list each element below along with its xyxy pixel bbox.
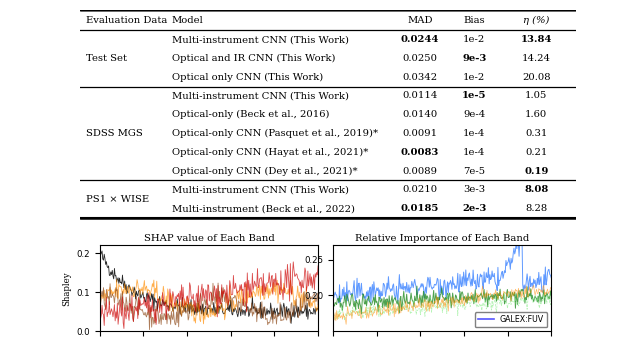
Text: PS1 × WISE: PS1 × WISE <box>86 195 149 204</box>
Text: Model: Model <box>172 16 204 25</box>
Text: 1e-4: 1e-4 <box>463 129 486 138</box>
Text: 8.08: 8.08 <box>524 185 548 194</box>
Text: 1e-5: 1e-5 <box>462 91 486 100</box>
Text: η (%): η (%) <box>523 16 550 25</box>
Text: 0.0250: 0.0250 <box>403 54 437 63</box>
Text: Evaluation Data: Evaluation Data <box>86 16 167 25</box>
Text: 8.28: 8.28 <box>525 204 547 213</box>
Text: 1e-2: 1e-2 <box>463 73 486 82</box>
Text: Optical only CNN (This Work): Optical only CNN (This Work) <box>172 72 323 82</box>
Text: 13.84: 13.84 <box>520 35 552 44</box>
Text: 0.19: 0.19 <box>524 166 548 176</box>
Text: 0.0185: 0.0185 <box>401 204 439 213</box>
Text: 1e-2: 1e-2 <box>463 35 486 44</box>
Text: MAD: MAD <box>407 16 433 25</box>
Text: 20.08: 20.08 <box>522 73 550 82</box>
Text: 9e-4: 9e-4 <box>463 110 486 119</box>
Text: 0.0114: 0.0114 <box>402 91 438 100</box>
Text: Multi-instrument (Beck et al., 2022): Multi-instrument (Beck et al., 2022) <box>172 204 355 213</box>
Text: 0.0210: 0.0210 <box>402 185 437 194</box>
Text: Optical and IR CNN (This Work): Optical and IR CNN (This Work) <box>172 54 335 63</box>
Text: Optical-only (Beck et al., 2016): Optical-only (Beck et al., 2016) <box>172 110 329 119</box>
Text: 3e-3: 3e-3 <box>463 185 485 194</box>
Text: Multi-instrument CNN (This Work): Multi-instrument CNN (This Work) <box>172 185 349 194</box>
Text: 1.60: 1.60 <box>525 110 547 119</box>
Text: Test Set: Test Set <box>86 54 127 63</box>
Text: 9e-3: 9e-3 <box>462 54 486 63</box>
Text: SDSS MGS: SDSS MGS <box>86 129 143 138</box>
Text: Optical-only CNN (Pasquet et al., 2019)*: Optical-only CNN (Pasquet et al., 2019)* <box>172 129 378 138</box>
Text: Multi-instrument CNN (This Work): Multi-instrument CNN (This Work) <box>172 91 349 100</box>
Text: 0.0342: 0.0342 <box>402 73 437 82</box>
Text: 0.0089: 0.0089 <box>403 166 437 176</box>
Text: 2e-3: 2e-3 <box>462 204 486 213</box>
Text: Optical-only CNN (Hayat et al., 2021)*: Optical-only CNN (Hayat et al., 2021)* <box>172 148 368 157</box>
Text: 0.31: 0.31 <box>525 129 547 138</box>
Text: Optical-only CNN (Dey et al., 2021)*: Optical-only CNN (Dey et al., 2021)* <box>172 166 357 176</box>
Text: 0.0140: 0.0140 <box>402 110 437 119</box>
Text: Multi-instrument CNN (This Work): Multi-instrument CNN (This Work) <box>172 35 349 44</box>
Text: 1e-4: 1e-4 <box>463 148 486 157</box>
Text: 7e-5: 7e-5 <box>463 166 485 176</box>
Text: 14.24: 14.24 <box>522 54 551 63</box>
Text: 0.0091: 0.0091 <box>402 129 437 138</box>
Text: Bias: Bias <box>463 16 485 25</box>
Text: 0.21: 0.21 <box>525 148 547 157</box>
Text: 0.0083: 0.0083 <box>401 148 439 157</box>
Text: 1.05: 1.05 <box>525 91 547 100</box>
Text: 0.0244: 0.0244 <box>401 35 439 44</box>
